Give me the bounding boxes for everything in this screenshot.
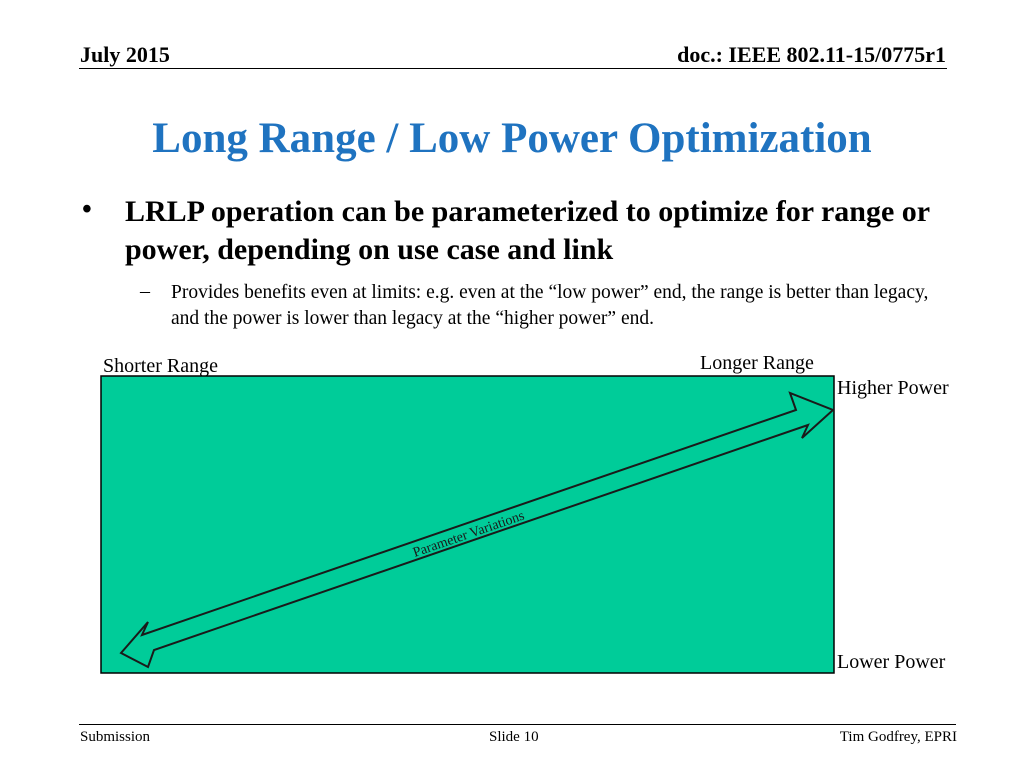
header-date: July 2015 — [80, 42, 170, 67]
bullet-marker: • — [82, 194, 92, 225]
footer-author: Tim Godfrey, EPRI — [839, 729, 957, 745]
header-doc-id: doc.: IEEE 802.11-15/0775r1 — [677, 42, 946, 67]
slide-title: Long Range / Low Power Optimization — [152, 115, 872, 162]
bullet-text: LRLP operation can be parameterized to o… — [125, 195, 930, 266]
footer-divider — [79, 724, 956, 725]
label-shorter-range: Shorter Range — [103, 355, 218, 377]
footer-left: Submission — [80, 729, 151, 745]
label-lower-power: Lower Power — [837, 651, 946, 673]
footer-slide-number: Slide 10 — [489, 729, 539, 745]
sub-bullet-text: Provides benefits even at limits: e.g. e… — [171, 282, 929, 329]
header-divider — [79, 68, 947, 69]
diagram-box — [100, 375, 835, 674]
sub-bullet-marker: – — [140, 280, 150, 302]
double-arrow — [119, 391, 835, 669]
label-longer-range: Longer Range — [700, 352, 814, 374]
label-higher-power: Higher Power — [837, 377, 949, 399]
